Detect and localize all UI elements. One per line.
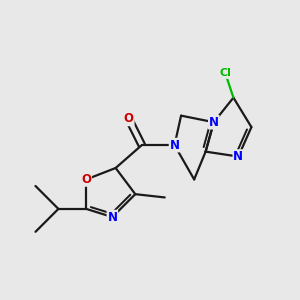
- Text: N: N: [209, 116, 219, 129]
- Text: O: O: [81, 173, 91, 186]
- Text: O: O: [124, 112, 134, 125]
- Text: N: N: [233, 150, 243, 163]
- Text: N: N: [107, 211, 117, 224]
- Text: Cl: Cl: [219, 68, 231, 78]
- Text: N: N: [169, 139, 179, 152]
